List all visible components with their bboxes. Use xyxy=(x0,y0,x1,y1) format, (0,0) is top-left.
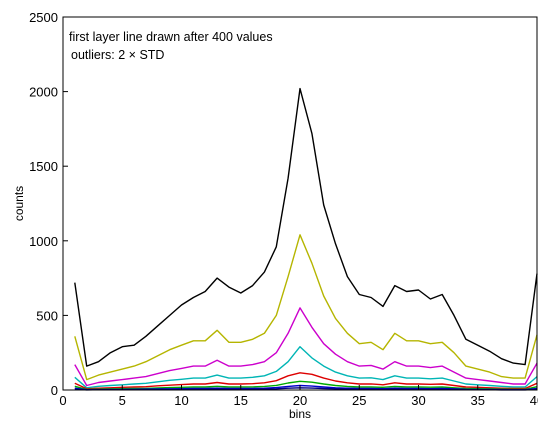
x-tick-label: 0 xyxy=(59,393,66,408)
x-tick-label: 10 xyxy=(174,393,188,408)
y-tick-label: 1000 xyxy=(29,234,58,249)
x-tick-label: 20 xyxy=(293,393,307,408)
x-tick-label: 25 xyxy=(352,393,366,408)
y-tick-label: 0 xyxy=(51,383,58,398)
x-axis-label: bins xyxy=(289,407,311,421)
y-tick-label: 2500 xyxy=(29,10,58,25)
annotation-line-1: first layer line drawn after 400 values xyxy=(69,30,273,44)
series-line-3 xyxy=(74,307,538,387)
series-line-1 xyxy=(74,87,538,367)
plot-frame xyxy=(62,16,538,391)
series-layer xyxy=(74,87,538,391)
y-tick-label: 500 xyxy=(36,308,58,323)
y-tick-label: 2000 xyxy=(29,85,58,100)
annotation-line-2: outliers: 2 × STD xyxy=(71,48,164,62)
series-line-4 xyxy=(74,346,538,389)
y-tick-label: 1500 xyxy=(29,159,58,174)
x-tick-label: 15 xyxy=(234,393,248,408)
series-line-5 xyxy=(74,372,538,390)
y-axis-label: counts xyxy=(12,186,26,221)
axis-ticks: 0 5 10 15 20 25 30 35 40 0 500 1000 1500 2000 2500 xyxy=(29,10,538,408)
x-tick-label: 30 xyxy=(411,393,425,408)
series-line-2 xyxy=(74,234,538,381)
x-tick-label: 35 xyxy=(471,393,485,408)
series-line-6 xyxy=(74,380,538,391)
x-tick-label: 5 xyxy=(119,393,126,408)
x-tick-label: 40 xyxy=(530,393,538,408)
